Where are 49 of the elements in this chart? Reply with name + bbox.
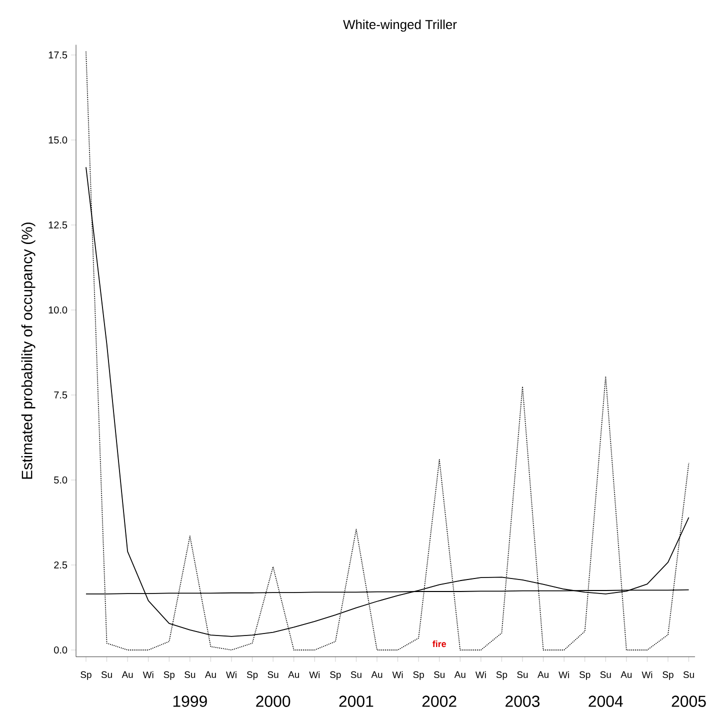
text: 2005 bbox=[672, 696, 706, 707]
x-tick-label: Su bbox=[517, 671, 528, 678]
y-axis-title: Estimated probability of occupancy (%) bbox=[21, 222, 36, 479]
x-tick-label: Au bbox=[538, 671, 548, 678]
x-tick-label: Su bbox=[184, 671, 196, 678]
y-tick-label: 10.0 bbox=[48, 306, 68, 314]
x-tick-label: Au bbox=[454, 671, 466, 678]
y-tick-label: 5.0 bbox=[54, 476, 68, 484]
x-tick-label: Su bbox=[350, 671, 362, 678]
x-tick-label: Au bbox=[371, 671, 382, 678]
x-tick-label: Au bbox=[288, 671, 300, 678]
x-tick-label: Wi bbox=[142, 671, 154, 678]
x-tick-label: Sp bbox=[413, 671, 424, 680]
chart-title: White-winged Triller bbox=[343, 20, 457, 32]
x-tick-label: Sp bbox=[164, 671, 175, 680]
text: 1999 bbox=[173, 696, 207, 707]
annotation: fire bbox=[432, 640, 446, 648]
x-tick-label: Sp bbox=[246, 671, 258, 680]
text: 2000 bbox=[256, 696, 290, 707]
x-tick-label: Sp bbox=[330, 671, 341, 680]
x-tick-label: Au bbox=[122, 671, 133, 678]
x-tick-label: Wi bbox=[558, 671, 569, 678]
text: 2003 bbox=[506, 696, 540, 707]
text: 2004 bbox=[588, 696, 623, 707]
y-tick-label: 17.5 bbox=[48, 52, 68, 58]
y-tick-label: 12.5 bbox=[48, 221, 68, 229]
x-tick-label: Su bbox=[600, 671, 611, 678]
x-tick-label: Sp bbox=[662, 671, 674, 680]
text: 2002 bbox=[422, 696, 456, 707]
x-tick-label: Su bbox=[101, 671, 112, 678]
y-tick-label: 7.5 bbox=[54, 392, 68, 398]
x-tick-label: Wi bbox=[226, 671, 236, 678]
x-tick-label: Su bbox=[683, 671, 694, 678]
x-tick-label: Au bbox=[620, 671, 632, 678]
x-tick-label: Su bbox=[434, 671, 445, 678]
x-tick-label: Au bbox=[204, 671, 216, 678]
text: 2001 bbox=[339, 696, 374, 707]
x-tick-label: Su bbox=[268, 671, 278, 678]
x-tick-label: Wi bbox=[642, 671, 652, 678]
line-series bbox=[86, 51, 690, 650]
x-tick-label: Wi bbox=[309, 671, 320, 678]
x-tick-label: Wi bbox=[475, 671, 486, 678]
x-tick-label: Sp bbox=[496, 671, 508, 680]
x-tick-label: Sp bbox=[80, 671, 92, 680]
y-tick-label: 2.5 bbox=[54, 561, 68, 569]
x-tick-label: Sp bbox=[580, 671, 590, 680]
y-tick-label: 0.0 bbox=[54, 646, 68, 654]
x-tick-label: Wi bbox=[392, 671, 403, 678]
y-tick-label: 15.0 bbox=[48, 136, 68, 144]
